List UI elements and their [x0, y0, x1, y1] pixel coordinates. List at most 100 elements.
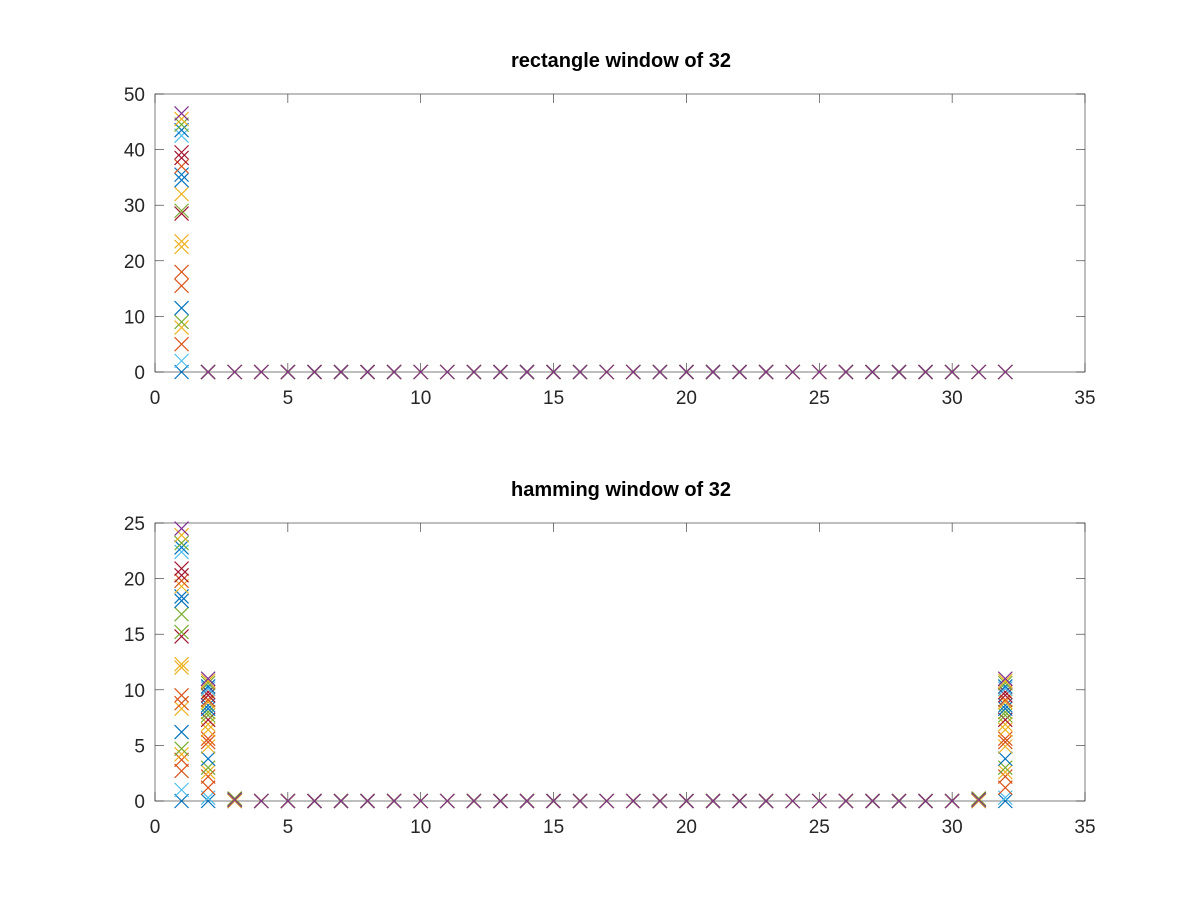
data-point: [174, 687, 189, 703]
series-26: [174, 521, 1013, 809]
data-point: [971, 791, 987, 807]
data-point: [572, 793, 588, 809]
data-point: [174, 752, 189, 768]
data-point: [360, 793, 375, 809]
data-point: [174, 158, 189, 174]
data-point: [625, 793, 641, 809]
data-markers: [174, 106, 1013, 380]
data-point: [253, 364, 269, 380]
data-point: [174, 167, 189, 183]
data-point: [200, 679, 216, 694]
y-tick-label: 10: [124, 681, 145, 702]
data-point: [891, 793, 907, 809]
data-point: [732, 364, 747, 380]
data-point: [174, 172, 189, 188]
y-tick-label: 20: [124, 570, 145, 591]
data-point: [466, 364, 482, 380]
data-point: [200, 692, 216, 708]
x-tick-label: 10: [410, 817, 431, 838]
hamming-window-plot: hamming window of 32 0 5 10 15 20 25 30 35 0 5 10 1…: [124, 479, 1096, 838]
data-point: [174, 540, 189, 555]
data-point: [997, 673, 1013, 689]
y-tick-label: 0: [134, 792, 145, 813]
data-point: [174, 364, 189, 380]
y-tick-label: 25: [124, 514, 145, 535]
x-tick-label: 10: [410, 388, 431, 409]
data-point: [174, 206, 189, 221]
data-point: [174, 567, 189, 583]
data-point: [174, 741, 189, 757]
x-tick-label: 15: [543, 388, 564, 409]
data-point: [174, 782, 189, 798]
y-tick-label: 30: [124, 196, 145, 217]
data-point: [200, 673, 216, 689]
y-tick-label: 50: [124, 85, 145, 106]
x-tick-label: 30: [942, 388, 963, 409]
data-point: [360, 364, 375, 380]
data-point: [253, 793, 269, 809]
data-point: [971, 364, 987, 380]
y-tick-label: 15: [124, 625, 145, 646]
data-point: [174, 521, 189, 536]
data-point: [174, 578, 189, 594]
data-point: [227, 364, 243, 380]
data-point: [997, 764, 1013, 780]
y-tick-label: 10: [124, 307, 145, 328]
data-point: [705, 793, 721, 809]
data-point: [652, 793, 668, 809]
x-tick-label: 35: [1074, 817, 1095, 838]
data-point: [811, 364, 827, 380]
x-tick-label: 0: [150, 817, 161, 838]
data-point: [997, 793, 1013, 809]
data-point: [679, 364, 694, 380]
plot-title: hamming window of 32: [511, 479, 731, 501]
data-point: [333, 364, 349, 380]
data-point: [174, 353, 189, 369]
data-point: [174, 150, 189, 166]
data-point: [546, 793, 561, 809]
x-tick-label: 5: [283, 388, 294, 409]
data-point: [997, 734, 1013, 750]
data-point: [493, 364, 508, 380]
data-point: [174, 300, 189, 316]
data-point: [333, 793, 349, 809]
data-point: [891, 364, 907, 380]
data-markers: [174, 521, 1013, 809]
y-tick-label: 0: [134, 363, 145, 384]
data-point: [200, 675, 216, 691]
data-point: [227, 792, 243, 808]
x-tick-label: 20: [676, 817, 697, 838]
data-point: [997, 739, 1013, 754]
data-point: [174, 763, 189, 779]
data-point: [200, 671, 216, 687]
x-tick-label: 20: [676, 388, 697, 409]
data-point: [200, 712, 216, 728]
plot-title: rectangle window of 32: [511, 50, 731, 72]
data-point: [838, 793, 854, 809]
x-tick-label: 15: [543, 817, 564, 838]
data-point: [439, 793, 455, 809]
data-point: [732, 793, 747, 809]
data-point: [174, 203, 189, 219]
data-point: [307, 364, 322, 380]
data-point: [200, 780, 216, 796]
data-point: [413, 364, 429, 380]
data-point: [174, 314, 189, 330]
x-tick-label: 25: [809, 817, 830, 838]
data-point: [705, 364, 721, 380]
data-point: [519, 793, 535, 809]
data-point: [174, 106, 189, 121]
data-point: [174, 144, 189, 160]
data-point: [652, 364, 668, 380]
data-point: [997, 751, 1013, 767]
data-point: [200, 739, 216, 754]
axes-box: [154, 522, 1086, 802]
data-point: [174, 606, 189, 622]
data-point: [625, 364, 641, 380]
x-tick-label: 30: [942, 817, 963, 838]
y-tick-label: 5: [134, 736, 145, 757]
data-point: [200, 734, 216, 750]
data-point: [386, 364, 402, 380]
